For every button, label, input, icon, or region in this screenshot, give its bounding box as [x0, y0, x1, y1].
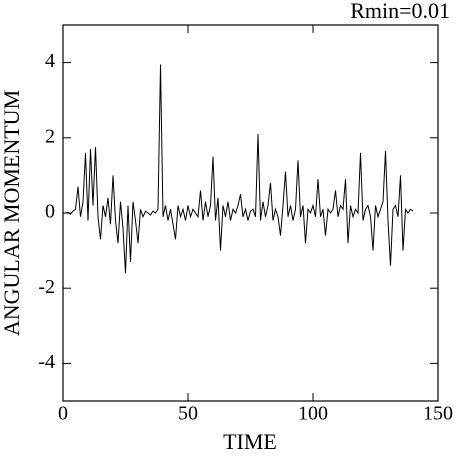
data-line: [63, 64, 414, 274]
x-tick-label: 50: [178, 403, 198, 425]
y-tick-label: 0: [45, 201, 55, 223]
x-tick-label: 100: [298, 403, 328, 425]
x-tick-label: 150: [423, 403, 453, 425]
y-tick-label: -4: [38, 351, 55, 373]
y-tick-label: 4: [45, 50, 55, 72]
y-tick-label: -2: [38, 276, 55, 298]
x-tick-label: 0: [58, 403, 68, 425]
chart-title: Rmin=0.01: [350, 0, 450, 23]
y-axis-label: ANGULAR MOMENTUM: [0, 90, 24, 336]
y-tick-label: 2: [45, 125, 55, 147]
x-axis-label: TIME: [223, 429, 277, 454]
